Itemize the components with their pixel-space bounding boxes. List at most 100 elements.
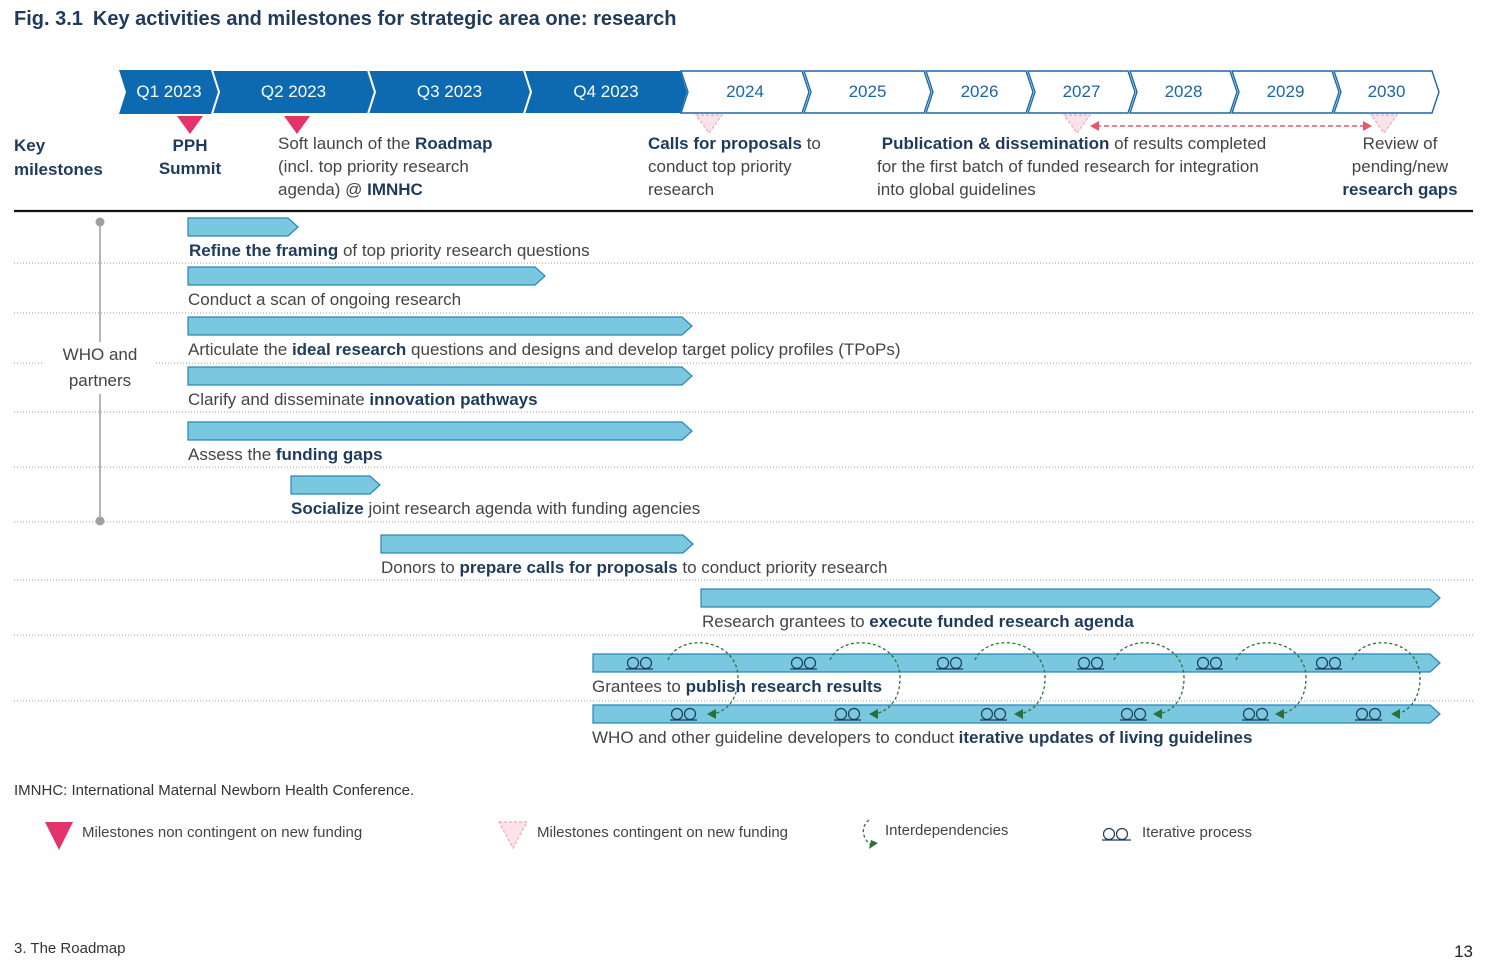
soft-launch-pre: Soft launch of the: [278, 134, 416, 153]
interdependency-arrowheads: [707, 709, 1400, 719]
a3-bold: ideal research: [291, 340, 407, 359]
key-milestones-heading-line1: Key: [14, 136, 46, 155]
a10-bold: iterative updates of living guidelines: [958, 728, 1253, 747]
milestone-solid-marker-pph: [177, 116, 203, 134]
period-chevron-q4-2023: [522, 69, 690, 115]
a8-bold: execute funded research agenda: [869, 612, 1134, 631]
footnote-imnhc: IMNHC: International Maternal Newborn He…: [14, 782, 415, 799]
period-label-2026: 2026: [960, 82, 999, 101]
activity-bar-scan-research: [187, 266, 546, 286]
iterative-process-icon: [626, 656, 653, 670]
iterative-process-icon: [834, 707, 861, 721]
activity-bar-ideal-research: [187, 316, 693, 336]
activity-label-calls-for-proposals: Donors to prepare calls for proposals to…: [381, 558, 887, 578]
figure-title: Fig. 3.1 Key activities and milestones fo…: [14, 8, 677, 31]
iterative-process-icon: [1120, 707, 1147, 721]
legend-contingent-milestone-icon: [497, 821, 529, 850]
period-label-2024: 2024: [726, 82, 764, 101]
soft-launch-line2: (incl. top priority research: [278, 157, 469, 176]
a10-pre: WHO and other guideline developers to co…: [592, 728, 959, 747]
calls-line2: conduct top priority: [648, 157, 792, 176]
review-line2: pending/new: [1351, 157, 1449, 176]
row-separators: [14, 262, 1473, 702]
publication-bold: Publication & dissemination: [881, 134, 1110, 153]
a9-bold: publish research results: [685, 677, 883, 696]
a1-post: of top priority research questions: [338, 241, 590, 260]
milestone-pph-line1: PPH: [172, 136, 208, 155]
period-chevron-2028: [1129, 70, 1238, 114]
a6-post: joint research agenda with funding agenc…: [363, 499, 701, 518]
period-chevron-2027: [1027, 70, 1136, 114]
period-chevron-2026: [925, 70, 1034, 114]
a3-post: questions and designs and develop target…: [406, 340, 901, 359]
period-label-2025: 2025: [848, 82, 887, 101]
period-label-2027: 2027: [1062, 82, 1101, 101]
period-chevron-2029: [1231, 70, 1340, 114]
activity-label-innovation-pathways: Clarify and disseminate innovation pathw…: [188, 390, 538, 410]
footer-section: 3. The Roadmap: [14, 940, 126, 957]
a7-post: to conduct priority research: [677, 558, 888, 577]
period-label-2030: 2030: [1367, 82, 1406, 101]
figure-number: Fig. 3.1: [14, 8, 83, 30]
key-milestones-heading: Key milestones: [14, 134, 103, 182]
activity-bar-calls-for-proposals: [380, 534, 694, 554]
milestone-soft-launch: Soft launch of the Roadmap (incl. top pr…: [278, 132, 493, 201]
legend-iterative-label: Iterative process: [1142, 824, 1253, 841]
a4-bold: innovation pathways: [369, 390, 538, 409]
period-chevron-2024: [680, 70, 810, 114]
activity-label-ideal-research: Articulate the ideal research questions …: [188, 340, 901, 360]
figure-title-text: Key activities and milestones for strate…: [92, 8, 677, 30]
activity-label-refine-framing: Refine the framing of top priority resea…: [189, 241, 590, 261]
a9-pre: Grantees to: [592, 677, 686, 696]
iterative-process-icon: [936, 656, 963, 670]
a1-bold: Refine the framing: [189, 241, 339, 260]
activity-label-funding-gaps: Assess the funding gaps: [188, 445, 383, 465]
period-label-q3-2023: Q3 2023: [416, 82, 483, 101]
activity-label-publish-results: Grantees to publish research results: [592, 677, 882, 697]
a7-pre: Donors to: [381, 558, 460, 577]
soft-launch-line3-bold: IMNHC: [367, 180, 423, 199]
legend-interdependencies-label: Interdependencies: [885, 822, 1009, 839]
period-label-2029: 2029: [1266, 82, 1305, 101]
milestone-review-research-gaps: Review of pending/new research gaps: [1330, 132, 1470, 201]
a6-bold: Socialize: [291, 499, 364, 518]
period-label-2028: 2028: [1164, 82, 1203, 101]
activity-bar-socialize: [290, 475, 381, 495]
milestone-publication-dissemination: Publication & dissemination of results c…: [877, 132, 1266, 201]
publication-line2: for the first batch of funded research f…: [877, 157, 1259, 176]
calls-bold: Calls for proposals: [648, 134, 802, 153]
soft-launch-line3-pre: agenda) @: [278, 180, 368, 199]
activity-bar-funding-gaps: [187, 421, 693, 441]
iterative-process-icon: [1242, 707, 1269, 721]
who-label-line2: partners: [68, 371, 132, 390]
activity-bar-refine-framing: [187, 217, 299, 237]
iterative-process-icon: [1077, 656, 1104, 670]
activity-label-scan-research: Conduct a scan of ongoing research: [188, 290, 461, 310]
a5-bold: funding gaps: [275, 445, 383, 464]
activity-label-living-guidelines: WHO and other guideline developers to co…: [592, 728, 1252, 748]
review-line3-bold: research gaps: [1342, 180, 1458, 199]
calls-line3: research: [648, 180, 715, 199]
period-label-q2-2023: Q2 2023: [260, 82, 327, 101]
milestone-calls-for-proposals: Calls for proposals to conduct top prior…: [648, 132, 821, 201]
activity-bar-execute-research: [700, 588, 1441, 608]
legend-interdependency-icon: [862, 819, 878, 849]
legend-iterative-icon: [1102, 827, 1131, 841]
activity-bar-publish-results: [592, 653, 1441, 673]
milestone-contingent-marker-calls: [694, 114, 724, 135]
activity-label-socialize: Socialize joint research agenda with fun…: [291, 499, 700, 519]
interdependency-arrows: [667, 642, 1421, 715]
legend-solid-milestone-icon: [45, 822, 73, 850]
milestone-contingent-marker-publication: [1062, 114, 1092, 135]
page-number: 13: [1454, 942, 1473, 961]
timeline-bar: [119, 69, 1440, 115]
who-label-line1: WHO and: [62, 345, 138, 364]
activity-label-execute-research: Research grantees to execute funded rese…: [702, 612, 1134, 632]
milestone-pph-line2: Summit: [158, 159, 222, 178]
soft-launch-bold: Roadmap: [415, 134, 493, 153]
period-chevron-q1-2023: [119, 70, 219, 114]
milestone-pph-summit: PPH Summit: [140, 134, 240, 180]
iterative-process-icon: [1196, 656, 1223, 670]
legend-non-contingent-label: Milestones non contingent on new funding: [82, 824, 363, 841]
